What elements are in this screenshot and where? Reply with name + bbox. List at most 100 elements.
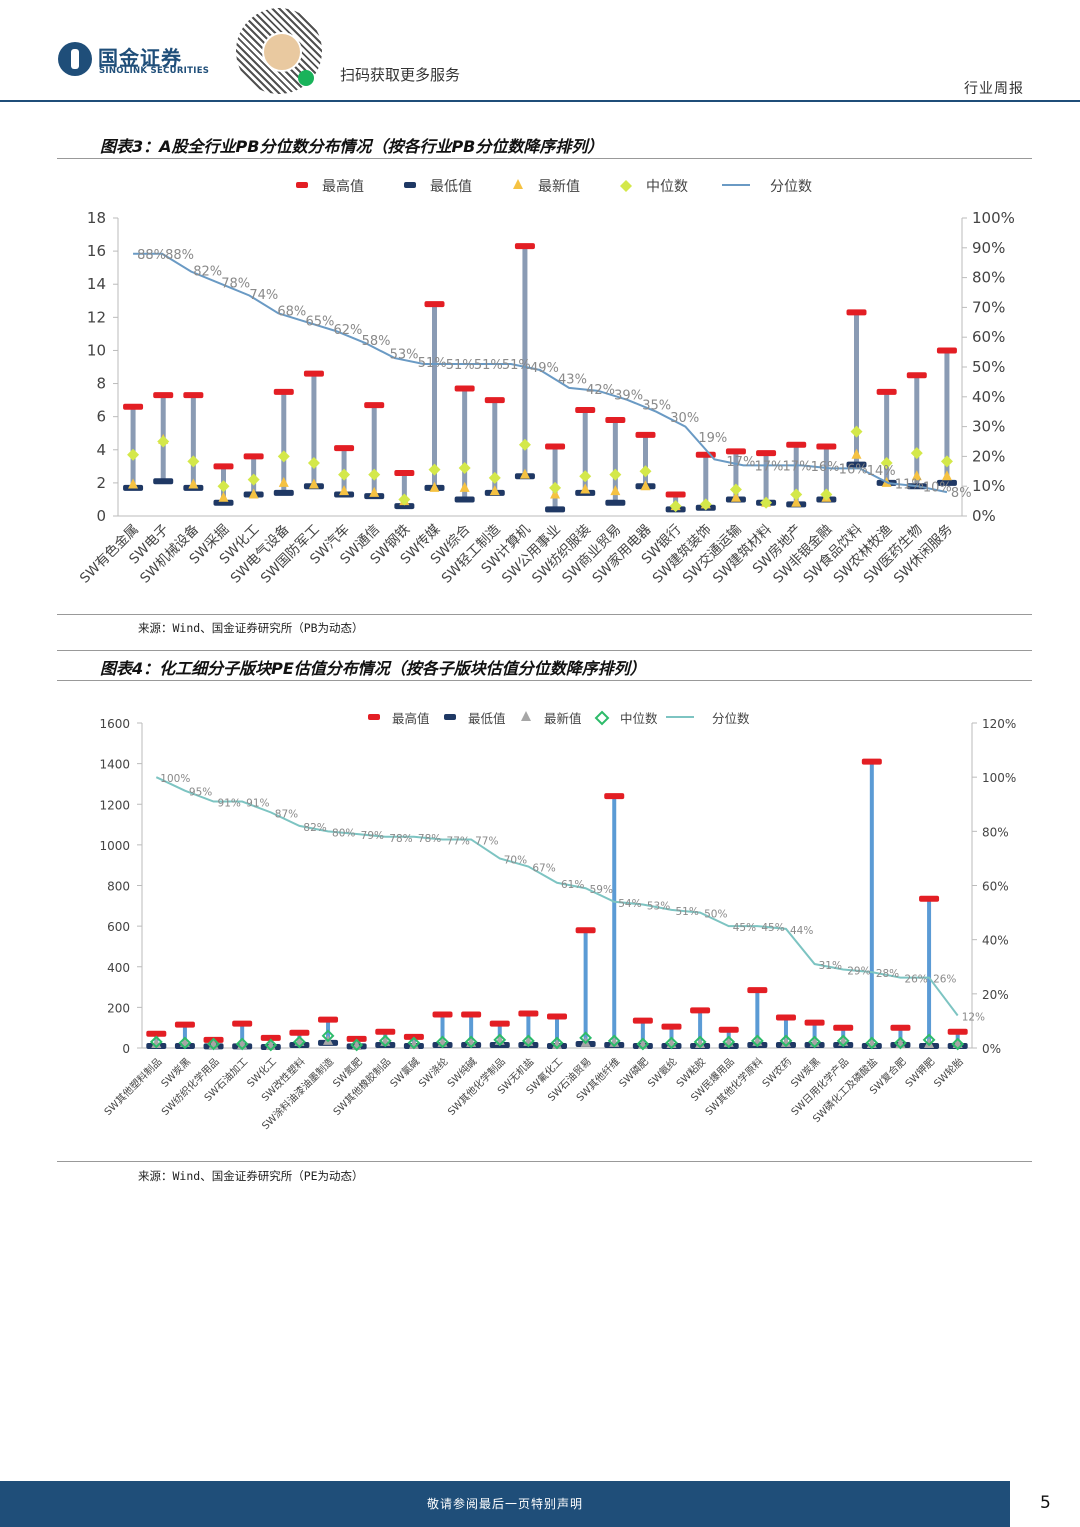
page-number: 5 bbox=[1040, 1493, 1051, 1513]
max-marker bbox=[756, 450, 777, 457]
percentile-label: 53% bbox=[390, 347, 419, 362]
header-divider bbox=[0, 100, 1080, 102]
median-marker bbox=[428, 463, 441, 476]
latest-marker bbox=[723, 1036, 734, 1047]
median-marker bbox=[699, 498, 712, 511]
max-marker bbox=[545, 443, 566, 450]
latest-marker bbox=[218, 491, 229, 502]
y-tick-label: 6 bbox=[96, 408, 106, 426]
median-marker bbox=[292, 1035, 306, 1049]
max-marker bbox=[153, 392, 174, 399]
y-tick-label: 4 bbox=[96, 441, 106, 459]
y2-tick-label: 80% bbox=[982, 825, 1009, 839]
category-label: SW其他塑料制品 bbox=[101, 1055, 164, 1118]
figure4-chart: 0 200 400 600 800 1000 1200 1400 1600 0% 20% 40% 60%… bbox=[99, 710, 1016, 1132]
y2-tick-label: 80% bbox=[972, 269, 1005, 287]
legend-label: 最高值 bbox=[392, 711, 430, 726]
min-marker bbox=[394, 503, 415, 510]
latest-marker bbox=[911, 470, 922, 481]
latest-marker bbox=[752, 1035, 763, 1046]
latest-marker bbox=[851, 448, 862, 459]
max-marker bbox=[364, 402, 385, 409]
y-tick-label: 200 bbox=[107, 1001, 130, 1015]
median-marker bbox=[665, 1036, 678, 1050]
latest-marker bbox=[489, 485, 500, 496]
brand-name-cn: 国金证券 bbox=[98, 46, 182, 70]
percentile-label: 53% bbox=[647, 900, 670, 912]
min-marker bbox=[454, 496, 475, 503]
median-marker bbox=[550, 1036, 564, 1050]
percentile-label: 79% bbox=[361, 830, 384, 842]
scan-service-text: 扫码获取更多服务 bbox=[340, 66, 461, 84]
percentile-label: 28% bbox=[876, 968, 899, 980]
max-marker bbox=[183, 392, 204, 399]
percentile-label: 39% bbox=[614, 389, 643, 404]
y2-tick-label: 70% bbox=[972, 298, 1005, 316]
max-marker bbox=[947, 1028, 968, 1035]
max-marker bbox=[424, 301, 445, 308]
y-tick-label: 1600 bbox=[99, 717, 130, 731]
percentile-label: 10% bbox=[923, 480, 952, 495]
legend-median-swatch bbox=[594, 710, 610, 726]
percentile-label: 51% bbox=[502, 358, 531, 373]
figure4-source: 来源：Wind、国金证券研究所（PE为动态） bbox=[138, 1169, 364, 1183]
latest-marker bbox=[380, 1035, 391, 1046]
max-marker bbox=[833, 1024, 854, 1031]
median-marker bbox=[850, 425, 863, 438]
percentile-label: 11% bbox=[895, 477, 924, 492]
max-marker bbox=[318, 1016, 339, 1023]
legend-label: 分位数 bbox=[712, 711, 750, 726]
max-marker bbox=[232, 1020, 253, 1027]
max-marker bbox=[665, 491, 686, 498]
latest-marker bbox=[339, 485, 350, 496]
median-marker bbox=[458, 461, 471, 474]
percentile-label: 82% bbox=[303, 822, 326, 834]
percentile-label: 17% bbox=[726, 455, 755, 470]
page-footer-bar bbox=[0, 1481, 1010, 1527]
median-marker bbox=[488, 471, 501, 484]
category-label: SW磷肥 bbox=[616, 1055, 651, 1090]
percentile-line bbox=[155, 776, 959, 1017]
max-marker bbox=[334, 445, 355, 452]
percentile-label: 91% bbox=[218, 798, 241, 810]
legend-label: 最新值 bbox=[544, 711, 582, 726]
latest-marker bbox=[523, 1035, 534, 1046]
legend-latest-swatch bbox=[521, 711, 531, 721]
median-marker bbox=[157, 435, 170, 448]
median-marker bbox=[464, 1035, 478, 1049]
latest-marker bbox=[941, 470, 952, 481]
y-tick-label: 600 bbox=[107, 920, 130, 934]
latest-marker bbox=[494, 1034, 505, 1045]
legend-max-swatch bbox=[368, 714, 380, 720]
latest-marker bbox=[791, 496, 802, 507]
max-marker bbox=[146, 1030, 167, 1037]
median-marker bbox=[579, 1031, 593, 1045]
percentile-label: 26% bbox=[933, 974, 956, 986]
sinolink-logo-icon bbox=[58, 42, 92, 76]
y-tick-label: 18 bbox=[87, 209, 106, 227]
y-tick-label: 800 bbox=[107, 880, 130, 894]
median-marker bbox=[407, 1036, 421, 1050]
median-marker bbox=[207, 1037, 220, 1051]
legend-label: 最低值 bbox=[468, 711, 506, 726]
y-tick-label: 8 bbox=[96, 375, 106, 393]
median-marker bbox=[607, 1034, 621, 1048]
median-marker bbox=[636, 1037, 650, 1051]
legend-max-swatch bbox=[296, 182, 308, 188]
median-marker bbox=[836, 1034, 850, 1048]
max-marker bbox=[786, 441, 807, 448]
latest-marker bbox=[730, 491, 741, 502]
max-marker bbox=[906, 372, 927, 379]
qr-center-logo-icon bbox=[262, 32, 302, 72]
median-marker bbox=[217, 480, 230, 493]
percentile-label: 67% bbox=[532, 863, 555, 875]
legend-label: 最低值 bbox=[430, 179, 472, 195]
y2-tick-label: 40% bbox=[972, 388, 1005, 406]
percentile-label: 100% bbox=[160, 773, 190, 785]
percentile-label: 43% bbox=[558, 373, 587, 388]
figure3-top-rule bbox=[57, 158, 1032, 159]
y-tick-label: 2 bbox=[96, 474, 106, 492]
y2-tick-label: 0% bbox=[972, 507, 996, 525]
percentile-label: 70% bbox=[504, 854, 527, 866]
category-label: SW涤纶 bbox=[416, 1055, 451, 1090]
